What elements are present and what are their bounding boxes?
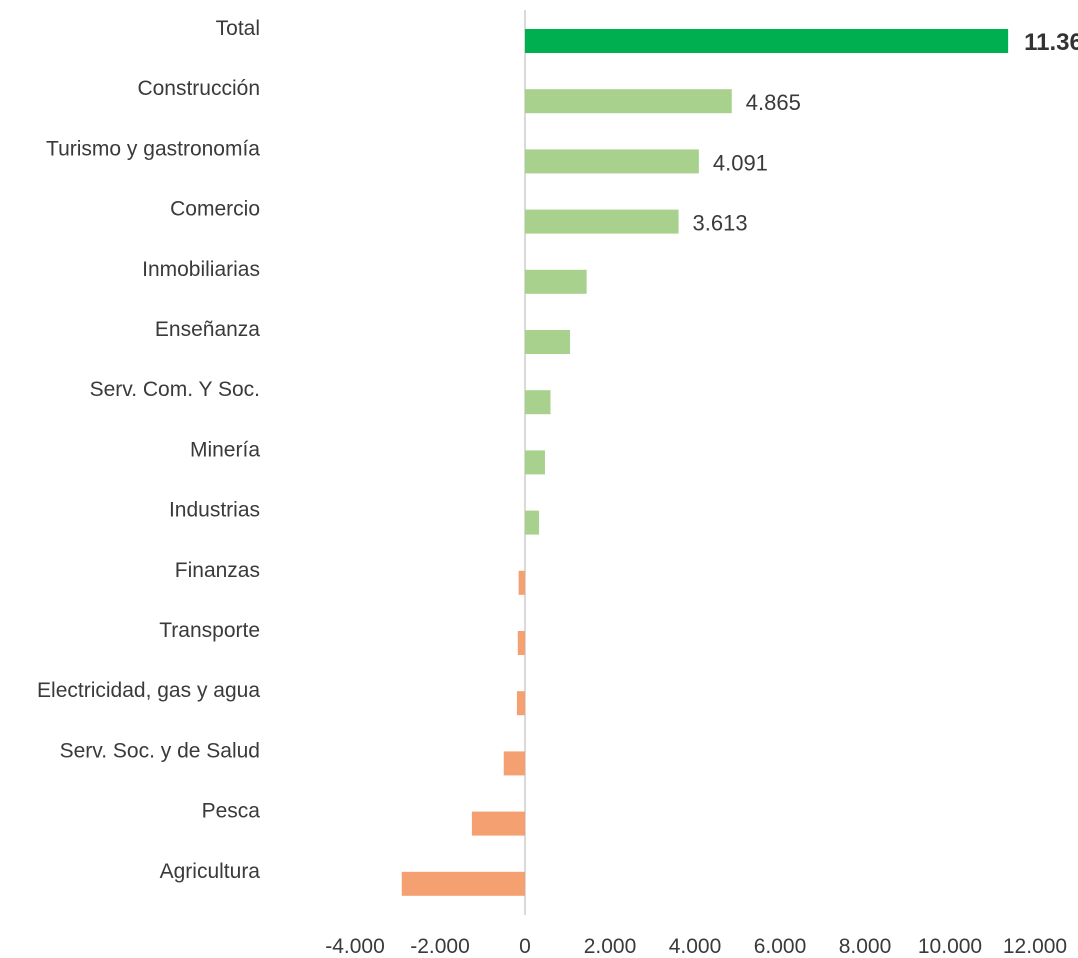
x-tick-label: 12.000 (1003, 935, 1067, 958)
x-tick-label: 4.000 (669, 935, 722, 958)
bar (525, 89, 732, 114)
category-label: Agricultura (160, 860, 261, 883)
bar (517, 631, 525, 655)
category-label: Industrias (169, 499, 260, 522)
bar (525, 510, 540, 535)
data-label: 3.613 (693, 211, 748, 236)
category-label: Finanzas (175, 559, 260, 582)
bar (503, 751, 525, 776)
bar (518, 570, 525, 595)
x-tick-label: 2.000 (584, 935, 637, 958)
data-label: 11.368 (1024, 29, 1078, 56)
data-label: 4.091 (713, 150, 768, 175)
bar (471, 811, 525, 836)
bar (525, 29, 1009, 53)
x-tick-label: 6.000 (754, 935, 807, 958)
bar (401, 871, 525, 896)
bar (525, 330, 571, 354)
bar (516, 691, 525, 716)
category-label: Transporte (159, 619, 260, 642)
category-label: Enseñanza (155, 318, 260, 341)
bar (525, 390, 551, 415)
category-label: Total (216, 17, 260, 40)
category-label: Construcción (137, 77, 260, 100)
category-label: Serv. Soc. y de Salud (60, 739, 260, 762)
x-tick-label: 10.000 (918, 935, 982, 958)
x-tick-label: -4.000 (325, 935, 385, 958)
x-tick-label: 0 (519, 935, 531, 958)
x-tick-label: 8.000 (839, 935, 892, 958)
category-label: Minería (190, 438, 260, 461)
category-label: Comercio (170, 198, 260, 221)
category-label: Inmobiliarias (142, 258, 260, 281)
bar (525, 149, 699, 174)
category-label: Electricidad, gas y agua (37, 679, 260, 702)
category-label: Turismo y gastronomía (46, 137, 260, 160)
bar (525, 209, 679, 234)
bar (525, 269, 587, 294)
category-label: Serv. Com. Y Soc. (90, 378, 260, 401)
data-label: 4.865 (746, 90, 801, 115)
x-tick-label: -2.000 (410, 935, 470, 958)
bar (525, 450, 545, 475)
category-label: Pesca (202, 800, 261, 823)
